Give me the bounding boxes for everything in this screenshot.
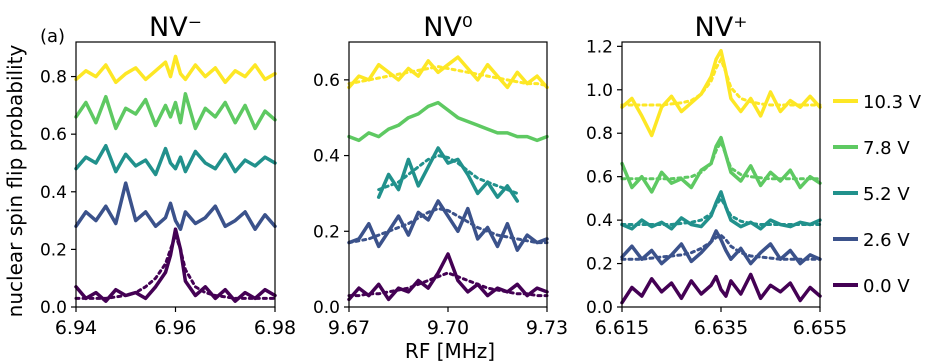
axes-frame [75,41,276,308]
y-tick-label: 0.6 [40,125,67,145]
fit-line [377,154,519,195]
fit-line [347,207,549,245]
y-tick-label: 0.4 [40,183,67,203]
panel-1: NV⁻ 0.0 0.2 0.4 0.6 0.8 6.94 6.96 6.98 [40,12,296,339]
fit-line [620,233,822,261]
x-tick-label: 6.94 [55,317,97,339]
series-line [74,181,277,231]
series-line [347,55,549,90]
legend-item: 0.0 V [833,276,910,297]
y-tick-label: 0.0 [313,298,340,318]
legend-label: 2.6 V [863,230,910,251]
legend-label: 5.2 V [863,184,910,205]
legend-item: 10.3 V [833,92,922,113]
panel-title: NV⁻ [149,12,202,43]
panel-2: NV⁰ 0.0 0.2 0.4 0.6 9.67 9.70 9.73 [313,12,568,339]
legend-item: 2.6 V [833,230,910,251]
x-tick-label: 6.615 [595,317,649,339]
legend-label: 0.0 V [863,276,910,297]
y-tick-label: 0.8 [586,124,613,144]
x-tick-label: 9.70 [427,317,469,339]
legend-label: 7.8 V [863,138,910,159]
series-line [74,92,277,131]
y-tick-label: 0.2 [313,222,340,242]
legend: 10.3 V 7.8 V 5.2 V 2.6 V 0.0 V [833,92,922,297]
fit-line [620,55,822,107]
panel-title: NV⁰ [423,12,473,43]
series-line [74,54,277,85]
y-tick-label: 1.0 [586,81,613,101]
x-tick-label: 6.98 [254,317,296,339]
series-line [347,100,549,143]
fit-line [347,271,549,298]
fit-line [347,65,549,87]
fit-line [620,138,822,181]
x-tick-label: 6.96 [154,317,196,339]
x-tick-label: 6.655 [793,317,847,339]
series-line [376,146,520,203]
fit-line [620,195,822,226]
panel-3: NV⁺ 0.0 0.2 0.4 0.6 0.8 1.0 1.2 6.615 6.635 6.655 [586,12,847,339]
y-tick-label: 1.2 [586,37,613,57]
legend-item: 7.8 V [833,138,910,159]
y-tick-label: 0.2 [40,240,67,260]
x-tick-label: 9.73 [526,317,568,339]
series-line [620,272,822,305]
legend-label: 10.3 V [863,92,922,113]
legend-item: 5.2 V [833,184,910,205]
y-axis-label: nuclear spin flip probability [3,45,27,318]
chart-panels: NV⁻ 0.0 0.2 0.4 0.6 0.8 6.94 6.96 6.98 NV⁰ 0.0 0.2 0… [40,12,847,339]
series-line [620,48,822,138]
x-tick-label: 9.67 [328,317,370,339]
y-tick-label: 0.8 [40,68,67,88]
series-line [74,143,277,177]
x-tick-label: 6.635 [694,317,748,339]
y-tick-label: 0.6 [586,168,613,188]
y-tick-label: 0.0 [586,298,613,318]
y-tick-label: 0.4 [586,211,613,231]
y-tick-label: 0.4 [313,147,340,167]
x-axis-label: RF [MHz] [405,339,495,363]
axes-frame [621,41,821,308]
series-line [620,229,822,266]
series-line [74,227,277,303]
y-tick-label: 0.0 [40,298,67,318]
series-line [347,252,549,302]
series-line [347,199,549,252]
panel-title: NV⁺ [695,12,748,43]
y-tick-label: 0.2 [586,255,613,275]
y-tick-label: 0.6 [313,71,340,91]
panel-label: (a) [40,26,65,47]
fit-line [74,230,277,300]
